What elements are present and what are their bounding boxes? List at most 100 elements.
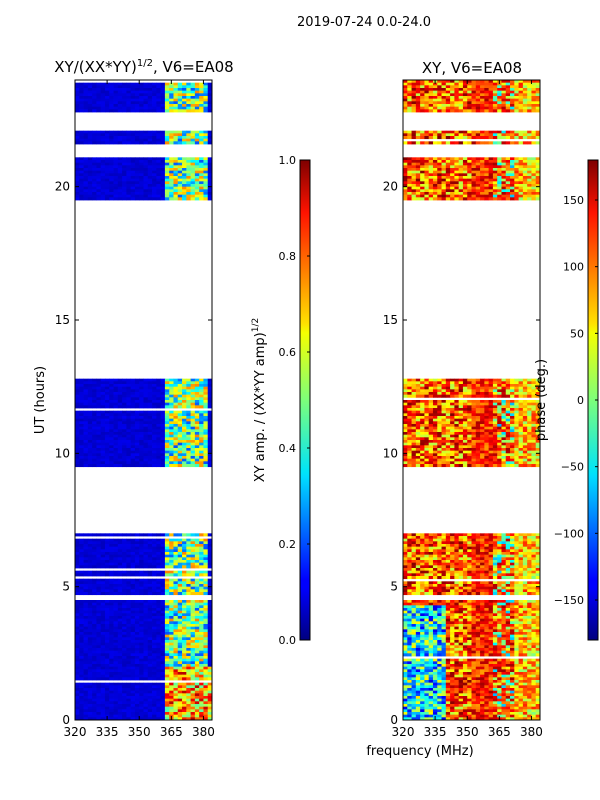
heatmap-cell — [207, 442, 213, 446]
heatmap-cell — [113, 693, 119, 697]
heatmap-cell — [134, 141, 140, 145]
heatmap-cell — [160, 85, 166, 89]
heatmap-cell — [156, 677, 162, 681]
heatmap-cell — [415, 173, 421, 177]
heatmap-cell — [83, 578, 89, 582]
heatmap-cell — [75, 677, 80, 681]
heatmap-cell — [173, 173, 179, 177]
heatmap-cell — [100, 456, 106, 460]
heatmap-cell — [535, 165, 541, 169]
heatmap-cell — [182, 448, 187, 452]
heatmap-cell — [182, 106, 187, 110]
heatmap-cell — [126, 162, 132, 166]
heatmap-cell — [139, 394, 144, 398]
heatmap-cell — [173, 549, 179, 553]
heatmap-cell — [126, 544, 132, 548]
heatmap-cell — [505, 181, 511, 185]
heatmap-cell — [83, 456, 89, 460]
heatmap-cell — [75, 621, 80, 625]
heatmap-cell — [182, 178, 187, 182]
heatmap-cell — [79, 581, 84, 585]
heatmap-cell — [83, 141, 89, 145]
heatmap-cell — [182, 405, 187, 409]
heatmap-cell — [173, 592, 179, 596]
heatmap-cell — [79, 405, 84, 409]
heatmap-cell — [126, 416, 132, 420]
heatmap-cell — [122, 578, 127, 582]
heatmap-cell — [403, 85, 408, 89]
heatmap-cell — [109, 434, 114, 438]
heatmap-cell — [458, 106, 464, 110]
heatmap-cell — [203, 384, 209, 388]
heatmap-cell — [87, 685, 93, 689]
heatmap-cell — [113, 456, 119, 460]
heatmap-cell — [173, 170, 179, 174]
heatmap-cell — [79, 605, 84, 609]
heatmap-cell — [169, 613, 174, 617]
heatmap-cell — [126, 421, 132, 425]
heatmap-cell — [173, 664, 179, 668]
heatmap-cell — [117, 104, 123, 108]
heatmap-cell — [126, 690, 132, 694]
heatmap-cell — [147, 698, 153, 702]
heatmap-cell — [126, 194, 132, 198]
heatmap-cell — [130, 384, 136, 388]
heatmap-cell — [186, 706, 191, 710]
heatmap-cell — [109, 461, 114, 465]
heatmap-cell — [169, 586, 174, 590]
heatmap-cell — [87, 533, 93, 537]
heatmap-cell — [173, 570, 179, 574]
heatmap-cell — [411, 181, 417, 185]
heatmap-cell — [139, 634, 144, 638]
heatmap-cell — [113, 586, 119, 590]
heatmap-cell — [100, 197, 106, 201]
heatmap-cell — [458, 160, 464, 164]
heatmap-cell — [109, 629, 114, 633]
heatmap-cell — [96, 378, 102, 382]
heatmap-cell — [117, 170, 123, 174]
heatmap-cell — [177, 170, 183, 174]
heatmap-cell — [156, 656, 162, 660]
heatmap-cell — [96, 570, 102, 574]
heatmap-cell — [126, 704, 132, 708]
heatmap-cell — [186, 410, 191, 414]
heatmap-cell — [173, 573, 179, 577]
heatmap-cell — [83, 602, 89, 606]
heatmap-cell — [428, 160, 434, 164]
heatmap-cell — [100, 624, 106, 628]
heatmap-cell — [450, 136, 455, 140]
heatmap-cell — [527, 96, 532, 100]
heatmap-cell — [100, 416, 106, 420]
heatmap-cell — [169, 101, 174, 105]
heatmap-cell — [522, 168, 528, 172]
heatmap-cell — [126, 709, 132, 713]
heatmap-cell — [122, 85, 127, 89]
heatmap-cell — [169, 104, 174, 108]
heatmap-cell — [177, 88, 183, 92]
heatmap-cell — [177, 440, 183, 444]
heatmap-cell — [75, 106, 80, 110]
heatmap-cell — [207, 613, 213, 617]
heatmap-cell — [207, 400, 213, 404]
heatmap-cell — [522, 85, 528, 89]
heatmap-cell — [83, 429, 89, 433]
heatmap-cell — [147, 168, 153, 172]
heatmap-cell — [207, 698, 213, 702]
heatmap-cell — [139, 621, 144, 625]
heatmap-cell — [152, 192, 157, 196]
heatmap-cell — [75, 565, 80, 569]
heatmap-cell — [92, 416, 97, 420]
heatmap-cell — [75, 586, 80, 590]
heatmap-cell — [415, 184, 421, 188]
heatmap-cell — [441, 82, 447, 86]
heatmap-cell — [139, 192, 144, 196]
heatmap-cell — [139, 565, 144, 569]
heatmap-cell — [83, 160, 89, 164]
heatmap-cell — [190, 141, 196, 145]
heatmap-cell — [411, 165, 417, 169]
heatmap-cell — [83, 440, 89, 444]
heatmap-cell — [126, 101, 132, 105]
heatmap-cell — [169, 192, 174, 196]
heatmap-cell — [173, 634, 179, 638]
heatmap-cell — [450, 98, 455, 102]
